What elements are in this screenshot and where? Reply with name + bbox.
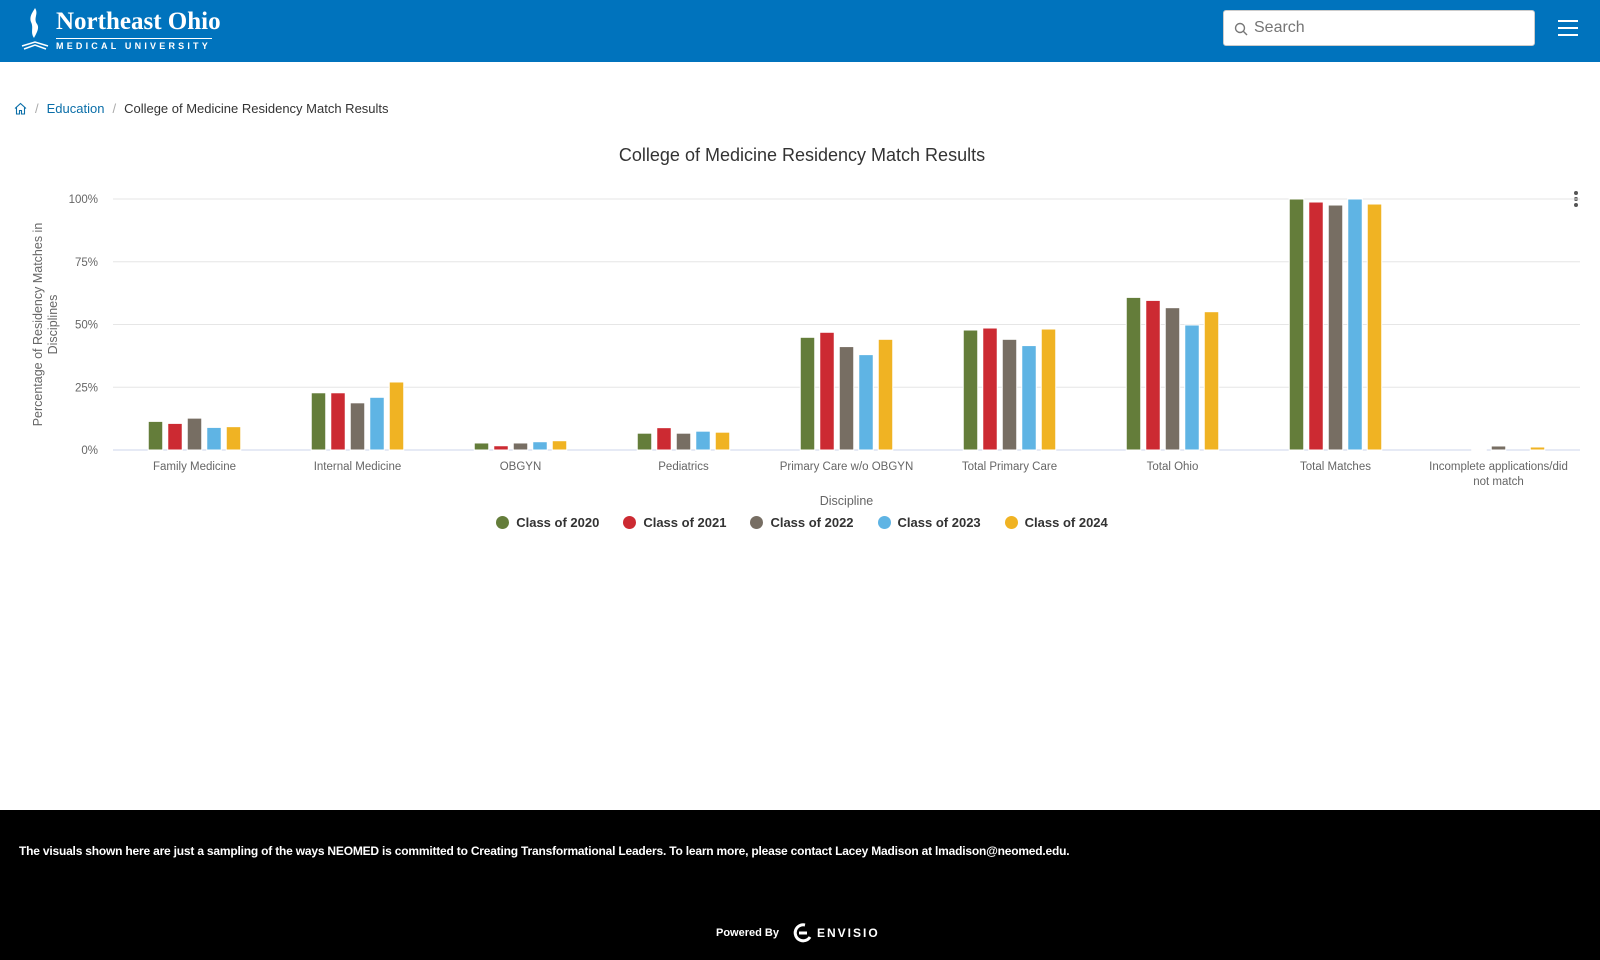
x-tick-label: Family Medicine [153,461,236,473]
y-tick-label: 0% [81,445,98,457]
x-tick-label: Incomplete applications/did [1429,461,1568,473]
y-tick-label: 25% [75,382,98,394]
legend-label: Class of 2021 [643,515,727,530]
bar [473,442,490,451]
search-icon [1234,22,1248,36]
site-header: Northeast Ohio MEDICAL UNIVERSITY [0,0,1600,62]
legend-label: Class of 2022 [770,515,854,530]
x-tick-label: Total Primary Care [962,461,1057,473]
legend-label: Class of 2024 [1024,515,1108,530]
bar [877,338,894,451]
bar [225,426,242,451]
bar [1327,204,1344,451]
x-axis-title: Discipline [820,494,874,508]
breadcrumb-current: College of Medicine Residency Match Resu… [124,101,389,116]
x-tick-label: OBGYN [500,461,542,473]
home-icon[interactable] [14,102,27,115]
bar [819,331,835,451]
bar [186,417,203,451]
bar [1040,328,1057,451]
legend-label: Class of 2023 [897,515,981,530]
x-tick-label: Pediatrics [658,461,709,473]
legend-dot-icon [1004,516,1018,529]
bar [1347,198,1363,451]
bar [330,392,346,451]
powered-by: Powered By ENVISIO [716,922,880,944]
breadcrumb: / Education / College of Medicine Reside… [14,101,389,116]
bar [349,402,366,451]
footer-message: The visuals shown here are just a sampli… [19,844,1070,858]
legend-item[interactable]: Class of 2023 [877,515,981,530]
bar [1308,201,1324,451]
bar [1145,299,1161,451]
bar [147,420,164,451]
legend-dot-icon [623,516,637,529]
bar [838,346,855,451]
legend-item[interactable]: Class of 2024 [1004,515,1108,530]
bar [1203,311,1220,451]
x-tick-label: Total Matches [1300,461,1371,473]
bar [1490,445,1507,451]
bar [532,441,548,451]
bar [167,422,183,451]
x-tick-label: Primary Care w/o OBGYN [780,461,914,473]
bar [1164,307,1181,451]
bar [206,426,222,451]
bar [714,431,731,451]
bar [512,442,529,451]
search-box[interactable] [1223,10,1535,46]
chart-legend: Class of 2020 Class of 2021 Class of 2022 C… [0,515,1600,530]
envisio-brand: ENVISIO [816,926,880,940]
bar [695,430,711,451]
bar [1529,446,1546,451]
chart-title: College of Medicine Residency Match Resu… [618,145,986,165]
legend-item[interactable]: Class of 2022 [750,515,854,530]
legend-dot-icon [496,516,510,529]
x-tick-label: Internal Medicine [314,461,402,473]
hamburger-menu-icon[interactable] [1558,20,1578,36]
bar [1021,345,1037,451]
search-input[interactable] [1254,19,1524,37]
breadcrumb-education[interactable]: Education [46,101,105,116]
bar [1288,198,1305,451]
flame-book-icon [21,8,49,50]
bar [962,329,979,451]
legend-item[interactable]: Class of 2021 [623,515,726,530]
x-tick-label: Total Ohio [1147,461,1199,473]
bar [1184,324,1200,451]
logo-subtitle: MEDICAL UNIVERSITY [56,41,211,51]
university-logo[interactable]: Northeast Ohio MEDICAL UNIVERSITY [18,6,221,55]
legend-dot-icon [750,516,764,529]
logo-title: Northeast Ohio [56,8,221,35]
envisio-icon [793,923,812,943]
legend-label: Class of 2020 [516,515,600,530]
x-tick-label: not match [1473,476,1524,488]
bar [636,432,653,451]
y-tick-label: 75% [75,257,98,269]
footer: The visuals shown here are just a sampli… [0,810,1600,960]
legend-item[interactable]: Class of 2020 [496,515,599,530]
bar [656,427,672,451]
bar [388,381,405,451]
bar [369,396,385,451]
bar [1125,296,1142,451]
bar [551,440,568,451]
bar [1366,203,1383,451]
bar [1001,338,1018,451]
envisio-logo[interactable]: ENVISIO [791,922,880,944]
y-axis-title: Percentage of Residency Matches inDiscip… [31,223,60,427]
legend-dot-icon [877,516,891,529]
bar [799,336,816,451]
bar [675,432,692,451]
powered-by-label: Powered By [716,927,779,939]
bar [493,445,509,451]
bar [982,327,998,451]
bar [858,354,874,451]
y-tick-label: 50% [75,320,98,332]
y-tick-label: 100% [69,194,98,206]
bar-chart: 0% 25% 50% 75% 100% Family Medicine Internal M… [31,194,1580,508]
bar [310,392,327,451]
bar [1471,448,1487,451]
